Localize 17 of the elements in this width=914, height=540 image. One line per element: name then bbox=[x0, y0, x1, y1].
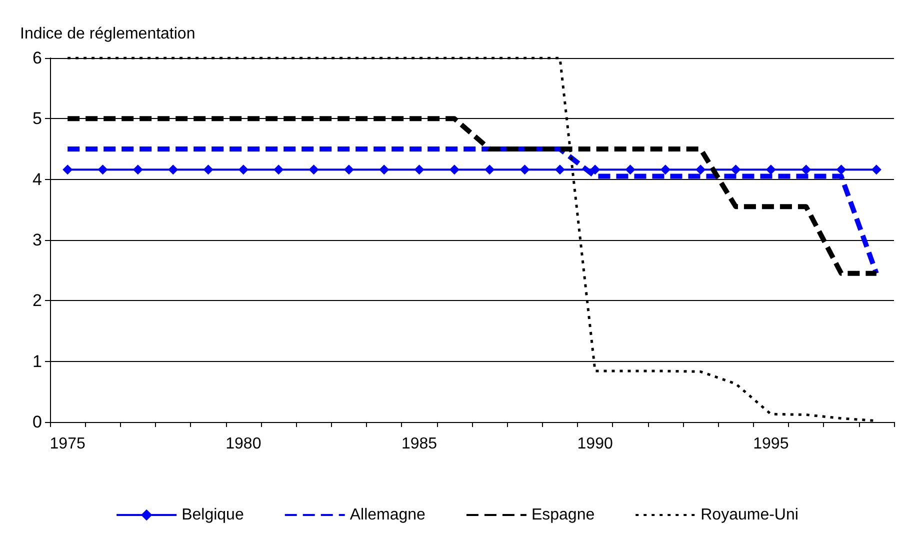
y-tick-label: 0 bbox=[32, 412, 42, 432]
y-tick-label: 6 bbox=[32, 48, 42, 68]
x-tick-label: 1980 bbox=[226, 436, 262, 452]
y-tick-label: 4 bbox=[32, 170, 42, 189]
x-tick-label: 1990 bbox=[577, 436, 613, 452]
x-tick-label: 1995 bbox=[753, 436, 789, 452]
legend-label: Allemagne bbox=[350, 506, 426, 524]
x-tick-label: 1975 bbox=[50, 436, 86, 452]
y-tick-label: 2 bbox=[32, 291, 42, 310]
y-tick-label: 5 bbox=[32, 109, 42, 128]
y-axis-title: Indice de réglementation bbox=[20, 26, 196, 42]
x-tick-label: 1985 bbox=[401, 436, 438, 452]
legend-label: Belgique bbox=[182, 506, 244, 524]
y-tick-label: 3 bbox=[32, 230, 42, 250]
legend-label: Royaume-Uni bbox=[700, 506, 798, 524]
legend-label: Espagne bbox=[531, 506, 595, 524]
y-tick-label: 1 bbox=[32, 352, 42, 371]
